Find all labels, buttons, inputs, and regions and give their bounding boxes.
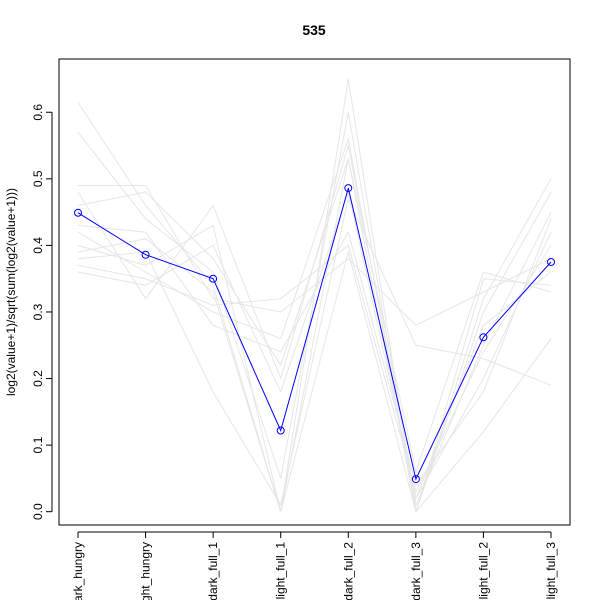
y-tick-label: 0.6 bbox=[31, 104, 45, 121]
y-tick-label: 0.5 bbox=[31, 170, 45, 187]
data-point-dark_full_2 bbox=[344, 184, 353, 193]
background-line-8 bbox=[77, 197, 552, 507]
x-tick-label: light_full_2 bbox=[476, 542, 490, 600]
y-tick-label: 0.0 bbox=[31, 503, 45, 520]
y-axis-label: log2(value+1)/sqrt(sum(log2(value+1))) bbox=[4, 188, 18, 396]
background-line-12 bbox=[77, 244, 552, 494]
data-point-dark_hungry bbox=[74, 208, 82, 217]
y-tick-label: 0.3 bbox=[31, 303, 45, 320]
background-line-7 bbox=[77, 224, 552, 513]
x-tick-label: dark_full_1 bbox=[206, 542, 220, 600]
data-point-light_full_1 bbox=[276, 426, 285, 435]
data-point-dark_full_3 bbox=[411, 475, 420, 484]
x-tick-label: dark_full_3 bbox=[409, 542, 423, 600]
y-tick-label: 0.4 bbox=[31, 237, 45, 254]
highlight-series bbox=[74, 184, 555, 484]
background-line-11 bbox=[77, 158, 552, 512]
background-line-2 bbox=[77, 112, 552, 507]
y-tick-label: 0.2 bbox=[31, 370, 45, 387]
data-point-light_full_3 bbox=[547, 258, 555, 266]
background-line-3 bbox=[78, 185, 552, 326]
y-axis: 0.0 0.1 0.2 0.3 0.4 0.5 0.6 bbox=[31, 104, 53, 520]
x-tick-label: light_full_1 bbox=[274, 542, 288, 600]
y-tick-label: 0.1 bbox=[31, 436, 45, 453]
x-tick-label: dark_full_2 bbox=[341, 542, 355, 600]
data-point-light_full_2 bbox=[479, 333, 488, 342]
data-point-light_hungry bbox=[141, 250, 150, 259]
highlight-line bbox=[77, 187, 552, 481]
chart-title: 535 bbox=[302, 22, 326, 38]
x-axis: dark_hungry light_hungry dark_full_1 light_… bbox=[71, 531, 558, 600]
plot-area-box bbox=[58, 58, 571, 526]
data-point-dark_full_1 bbox=[209, 274, 218, 283]
x-tick-label: light_hungry bbox=[139, 542, 153, 600]
background-lines bbox=[77, 78, 552, 513]
x-tick-label: dark_hungry bbox=[71, 542, 85, 600]
x-tick-label: light_full_3 bbox=[544, 542, 558, 600]
background-line-5 bbox=[77, 156, 552, 474]
